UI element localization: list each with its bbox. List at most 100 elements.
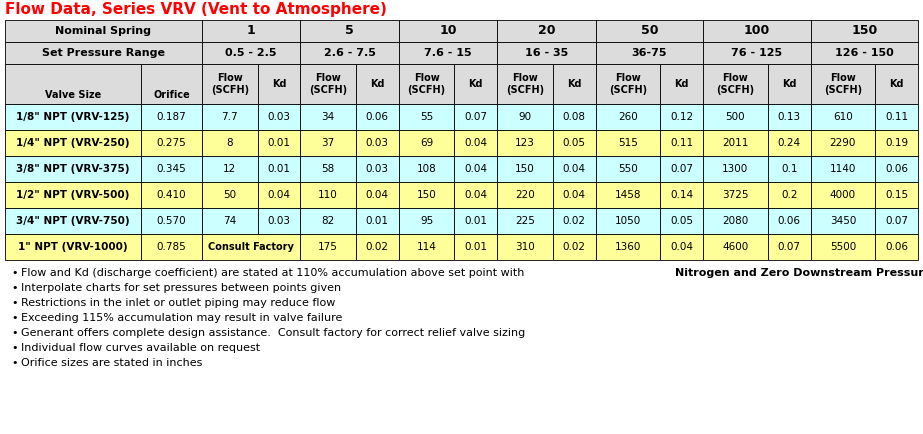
Bar <box>703 208 768 234</box>
Text: 0.15: 0.15 <box>885 190 908 200</box>
Bar <box>595 42 703 64</box>
Text: 0.11: 0.11 <box>885 112 908 122</box>
Text: 310: 310 <box>515 242 534 252</box>
Text: 0.570: 0.570 <box>157 216 186 226</box>
Text: 95: 95 <box>420 216 433 226</box>
Bar <box>703 20 810 42</box>
Text: Kd: Kd <box>675 79 689 89</box>
Bar <box>141 64 202 104</box>
Bar <box>595 208 660 234</box>
Bar <box>660 156 703 182</box>
Text: 1360: 1360 <box>615 242 641 252</box>
Bar <box>553 64 595 104</box>
Text: 0.01: 0.01 <box>366 216 389 226</box>
Bar <box>202 20 300 42</box>
Text: 7.7: 7.7 <box>222 112 238 122</box>
Bar <box>875 182 918 208</box>
Text: 1458: 1458 <box>615 190 641 200</box>
Text: Flow
(SCFH): Flow (SCFH) <box>309 73 347 95</box>
Bar <box>202 234 300 260</box>
Text: 50: 50 <box>223 190 236 200</box>
Text: 4600: 4600 <box>723 242 749 252</box>
Bar <box>595 234 660 260</box>
Text: 1050: 1050 <box>615 216 641 226</box>
Bar <box>703 156 768 182</box>
Text: 0.06: 0.06 <box>366 112 389 122</box>
Text: Flow and Kd (discharge coefficient) are stated at 110% accumulation above set po: Flow and Kd (discharge coefficient) are … <box>21 268 528 278</box>
Bar <box>300 130 356 156</box>
Bar <box>356 64 399 104</box>
Text: 36-75: 36-75 <box>631 48 667 58</box>
Bar <box>141 104 202 130</box>
Bar <box>300 64 356 104</box>
Text: 7.6 - 15: 7.6 - 15 <box>424 48 472 58</box>
Bar <box>300 42 399 64</box>
Bar <box>399 182 454 208</box>
Bar <box>258 156 300 182</box>
Bar <box>768 130 810 156</box>
Bar <box>660 130 703 156</box>
Bar <box>356 182 399 208</box>
Text: 1" NPT (VRV-1000): 1" NPT (VRV-1000) <box>18 242 127 252</box>
Text: 123: 123 <box>515 138 535 148</box>
Bar <box>810 42 918 64</box>
Bar <box>356 130 399 156</box>
Text: 0.5 - 2.5: 0.5 - 2.5 <box>225 48 277 58</box>
Bar <box>595 20 703 42</box>
Bar <box>497 42 595 64</box>
Text: Consult Factory: Consult Factory <box>208 242 294 252</box>
Bar <box>703 104 768 130</box>
Text: 82: 82 <box>321 216 335 226</box>
Bar <box>141 182 202 208</box>
Bar <box>454 130 497 156</box>
Bar <box>660 182 703 208</box>
Bar <box>875 104 918 130</box>
Bar <box>595 156 660 182</box>
Bar <box>141 234 202 260</box>
Text: Flow
(SCFH): Flow (SCFH) <box>609 73 647 95</box>
Text: 3450: 3450 <box>830 216 856 226</box>
Text: Interpolate charts for set pressures between points given: Interpolate charts for set pressures bet… <box>21 283 342 293</box>
Bar <box>356 156 399 182</box>
Text: 0.410: 0.410 <box>157 190 186 200</box>
Text: 58: 58 <box>321 164 335 174</box>
Text: •: • <box>11 283 18 293</box>
Text: Kd: Kd <box>469 79 483 89</box>
Bar <box>810 208 875 234</box>
Text: 260: 260 <box>618 112 638 122</box>
Bar <box>810 20 918 42</box>
Text: 110: 110 <box>318 190 338 200</box>
Text: 515: 515 <box>618 138 638 148</box>
Text: 0.187: 0.187 <box>157 112 186 122</box>
Text: Restrictions in the inlet or outlet piping may reduce flow: Restrictions in the inlet or outlet pipi… <box>21 298 335 308</box>
Bar <box>810 64 875 104</box>
Bar <box>768 156 810 182</box>
Text: 0.06: 0.06 <box>885 242 908 252</box>
Text: •: • <box>11 268 18 278</box>
Text: 0.03: 0.03 <box>366 138 389 148</box>
Bar <box>202 104 258 130</box>
Bar <box>141 208 202 234</box>
Text: 0.01: 0.01 <box>464 216 487 226</box>
Bar <box>5 42 202 64</box>
Text: 100: 100 <box>744 24 770 37</box>
Bar <box>454 64 497 104</box>
Bar <box>300 208 356 234</box>
Text: Kd: Kd <box>782 79 797 89</box>
Bar <box>497 156 553 182</box>
Text: 16 - 35: 16 - 35 <box>524 48 568 58</box>
Bar <box>454 104 497 130</box>
Text: 150: 150 <box>515 164 534 174</box>
Bar <box>660 208 703 234</box>
Text: 2.6 - 7.5: 2.6 - 7.5 <box>324 48 376 58</box>
Text: 0.1: 0.1 <box>781 164 797 174</box>
Bar <box>810 182 875 208</box>
Bar <box>703 130 768 156</box>
Text: 0.04: 0.04 <box>464 138 487 148</box>
Text: 1300: 1300 <box>723 164 749 174</box>
Bar <box>875 64 918 104</box>
Bar <box>875 234 918 260</box>
Bar <box>595 182 660 208</box>
Text: 0.2: 0.2 <box>781 190 797 200</box>
Bar <box>300 20 399 42</box>
